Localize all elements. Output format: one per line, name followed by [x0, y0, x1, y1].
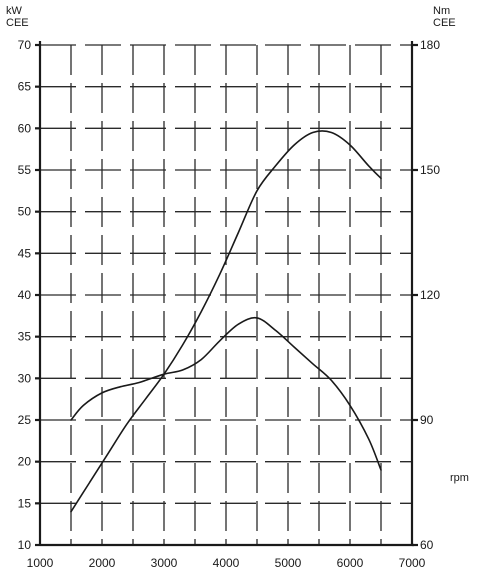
left-tick-label: 70: [18, 38, 32, 52]
left-tick-label: 50: [18, 205, 32, 219]
left-tick-label: 65: [18, 80, 32, 94]
left-tick-label: 60: [18, 121, 32, 135]
right-tick-label: 60: [420, 538, 434, 552]
left-tick-label: 15: [18, 496, 32, 510]
left-axis-unit-kw: kW: [6, 5, 23, 17]
x-tick-label: 6000: [337, 556, 364, 570]
x-tick-label: 5000: [275, 556, 302, 570]
right-tick-label: 150: [420, 163, 440, 177]
left-tick-label: 10: [18, 538, 32, 552]
left-tick-label: 55: [18, 163, 32, 177]
left-tick-label: 25: [18, 413, 32, 427]
right-axis-unit-nm: Nm: [433, 5, 450, 17]
x-tick-label: 1000: [27, 556, 54, 570]
left-tick-label: 35: [18, 330, 32, 344]
left-tick-label: 30: [18, 371, 32, 385]
x-tick-label: 3000: [151, 556, 178, 570]
x-tick-label: 2000: [89, 556, 116, 570]
x-tick-label: 7000: [399, 556, 426, 570]
right-tick-label: 120: [420, 288, 440, 302]
right-tick-label: 90: [420, 413, 434, 427]
torque-curve: [70, 316, 382, 471]
power-curve: [70, 130, 382, 513]
right-axis-unit-cee: CEE: [433, 17, 456, 29]
x-axis-unit-rpm: rpm: [450, 472, 469, 484]
left-axis-unit-cee: CEE: [6, 17, 29, 29]
tick-labels: 10 15 20 25 30 35 40 45 50 55 60 65 70 60 90 120 150 180 1…: [18, 38, 441, 570]
unit-labels: kW CEE Nm CEE rpm: [6, 5, 469, 484]
left-tick-label: 20: [18, 455, 32, 469]
curves: [70, 130, 382, 513]
x-tick-label: 4000: [213, 556, 240, 570]
right-tick-label: 180: [420, 38, 440, 52]
left-tick-label: 45: [18, 246, 32, 260]
left-tick-label: 40: [18, 288, 32, 302]
axes: [35, 41, 418, 547]
grid: [40, 44, 412, 545]
